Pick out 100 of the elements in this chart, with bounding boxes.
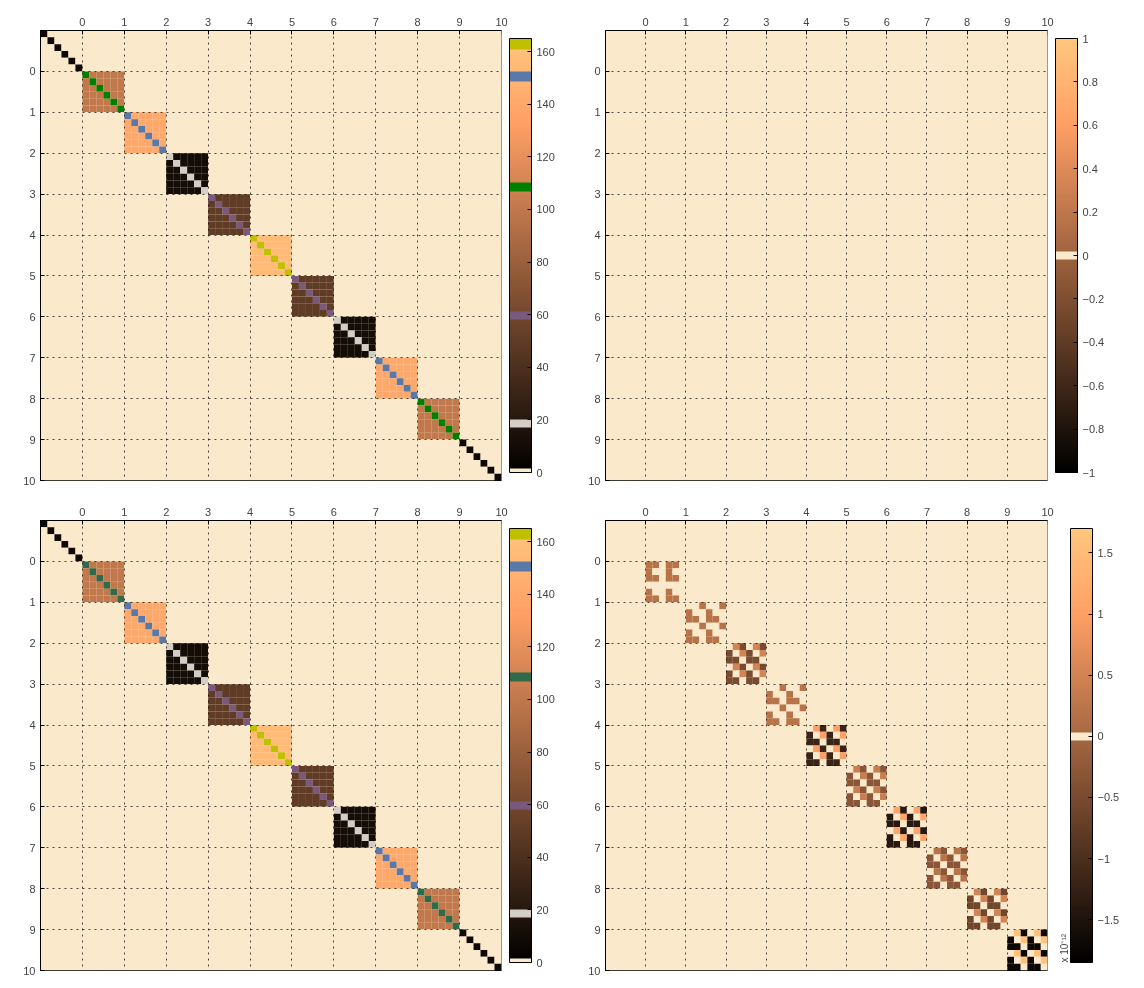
x-tick-label: 10 — [495, 505, 508, 518]
color-bar-label: 120 — [536, 640, 555, 653]
x-tick-label: 6 — [883, 15, 890, 28]
y-tick-label: 6 — [594, 800, 601, 813]
color-bar-label: −1 — [1082, 466, 1096, 479]
x-tick-label: 8 — [414, 15, 421, 28]
y-tick-label: 0 — [29, 555, 36, 568]
color-bar-label: 20 — [536, 413, 549, 426]
x-tick-label: 1 — [682, 15, 689, 28]
y-tick-label: 0 — [29, 65, 36, 78]
x-tick-label: 4 — [246, 15, 254, 28]
y-tick-label: 9 — [29, 923, 36, 936]
y-tick-label: 7 — [594, 841, 601, 854]
y-tick-label: 4 — [594, 229, 601, 242]
y-tick-label: 1 — [594, 596, 601, 609]
x-tick-label: 9 — [456, 505, 463, 518]
x-tick-label: 0 — [642, 15, 649, 28]
y-tick-label: 8 — [594, 882, 601, 895]
color-bar-label: 60 — [536, 798, 549, 811]
x-tick-label: 9 — [1004, 505, 1011, 518]
y-tick-label: 4 — [29, 229, 36, 242]
x-tick-label: 9 — [456, 15, 463, 28]
color-bar-label: 40 — [536, 361, 549, 374]
y-tick-label: 2 — [29, 637, 36, 650]
x-tick-label: 0 — [642, 505, 649, 518]
x-tick-label: 5 — [843, 505, 850, 518]
y-tick-label: 8 — [29, 392, 36, 405]
color-bar-label: −0.5 — [1097, 791, 1120, 804]
color-bar-label: −1 — [1097, 852, 1111, 865]
color-bar-label: 120 — [536, 150, 555, 163]
color-bar-label: 0.5 — [1097, 669, 1113, 682]
x-tick-label: 1 — [121, 505, 128, 518]
color-bar-label: −0.6 — [1082, 379, 1105, 392]
y-tick-label: 5 — [29, 759, 36, 772]
x-tick-label: 6 — [330, 505, 337, 518]
x-tick-label: 5 — [288, 15, 296, 28]
x-tick-label: 9 — [1004, 15, 1011, 28]
y-tick-label: 3 — [29, 678, 36, 691]
y-tick-label: 2 — [594, 637, 601, 650]
y-tick-label: 10 — [588, 474, 601, 487]
y-tick-label: 10 — [23, 964, 36, 977]
y-tick-label: 0 — [594, 555, 601, 568]
color-bar-label: 0.4 — [1082, 162, 1098, 175]
x-tick-label: 7 — [923, 15, 931, 28]
x-tick-label: 4 — [803, 15, 810, 28]
y-tick-label: 10 — [588, 964, 601, 977]
x-tick-label: 5 — [288, 505, 296, 518]
x-tick-label: 7 — [923, 505, 931, 518]
y-tick-label: 4 — [594, 719, 601, 732]
y-tick-label: 9 — [29, 433, 36, 446]
x-tick-label: 3 — [205, 505, 212, 518]
x-tick-label: 2 — [722, 505, 730, 518]
color-bar-label: 100 — [536, 693, 555, 706]
x-tick-label: 8 — [964, 15, 971, 28]
color-bar-label: 1 — [1082, 32, 1089, 45]
y-tick-label: 1 — [29, 596, 36, 609]
y-tick-label: 8 — [29, 882, 36, 895]
y-tick-label: 10 — [23, 474, 36, 487]
color-bar-label: 80 — [536, 256, 549, 269]
y-tick-label: 4 — [29, 719, 36, 732]
y-tick-label: 2 — [29, 147, 36, 160]
y-tick-label: 7 — [29, 351, 36, 364]
x-tick-label: 4 — [803, 505, 810, 518]
y-tick-label: 5 — [29, 269, 36, 282]
x-tick-label: 6 — [883, 505, 890, 518]
color-bar-label: 60 — [536, 308, 549, 321]
y-tick-label: 5 — [594, 759, 601, 772]
color-bar-title: x 10⁻¹² — [1058, 933, 1070, 963]
color-bar-label: 160 — [536, 535, 555, 548]
x-tick-label: 1 — [682, 505, 689, 518]
color-bar-label: 80 — [536, 746, 549, 759]
y-tick-label: 8 — [594, 392, 601, 405]
y-tick-label: 9 — [594, 433, 601, 446]
color-bar-label: 0.8 — [1082, 75, 1098, 88]
color-bar-label: 0 — [536, 466, 543, 479]
x-tick-label: 0 — [79, 15, 86, 28]
x-tick-label: 1 — [121, 15, 128, 28]
y-tick-label: 7 — [29, 841, 36, 854]
y-tick-label: 7 — [594, 351, 601, 364]
x-tick-label: 2 — [163, 15, 170, 28]
x-tick-label: 8 — [964, 505, 971, 518]
x-tick-label: 7 — [372, 505, 379, 518]
x-tick-label: 10 — [1041, 505, 1054, 518]
y-tick-label: 3 — [29, 188, 36, 201]
color-bar-label: 0 — [536, 956, 543, 969]
x-tick-label: 2 — [722, 15, 730, 28]
x-tick-label: 7 — [372, 15, 379, 28]
color-bar-label: −0.4 — [1082, 336, 1105, 349]
x-tick-label: 3 — [205, 15, 212, 28]
x-tick-label: 0 — [79, 505, 86, 518]
y-tick-label: 6 — [29, 310, 36, 323]
color-bar-label: 160 — [536, 45, 555, 58]
color-bar-label: −0.2 — [1082, 292, 1105, 305]
x-tick-label: 10 — [1041, 15, 1054, 28]
color-bar-label: 140 — [536, 98, 555, 111]
x-tick-label: 2 — [163, 505, 170, 518]
y-tick-label: 2 — [594, 147, 601, 160]
color-bar-label: 100 — [536, 203, 555, 216]
x-tick-label: 4 — [246, 505, 254, 518]
color-bar-label: 40 — [536, 851, 549, 864]
